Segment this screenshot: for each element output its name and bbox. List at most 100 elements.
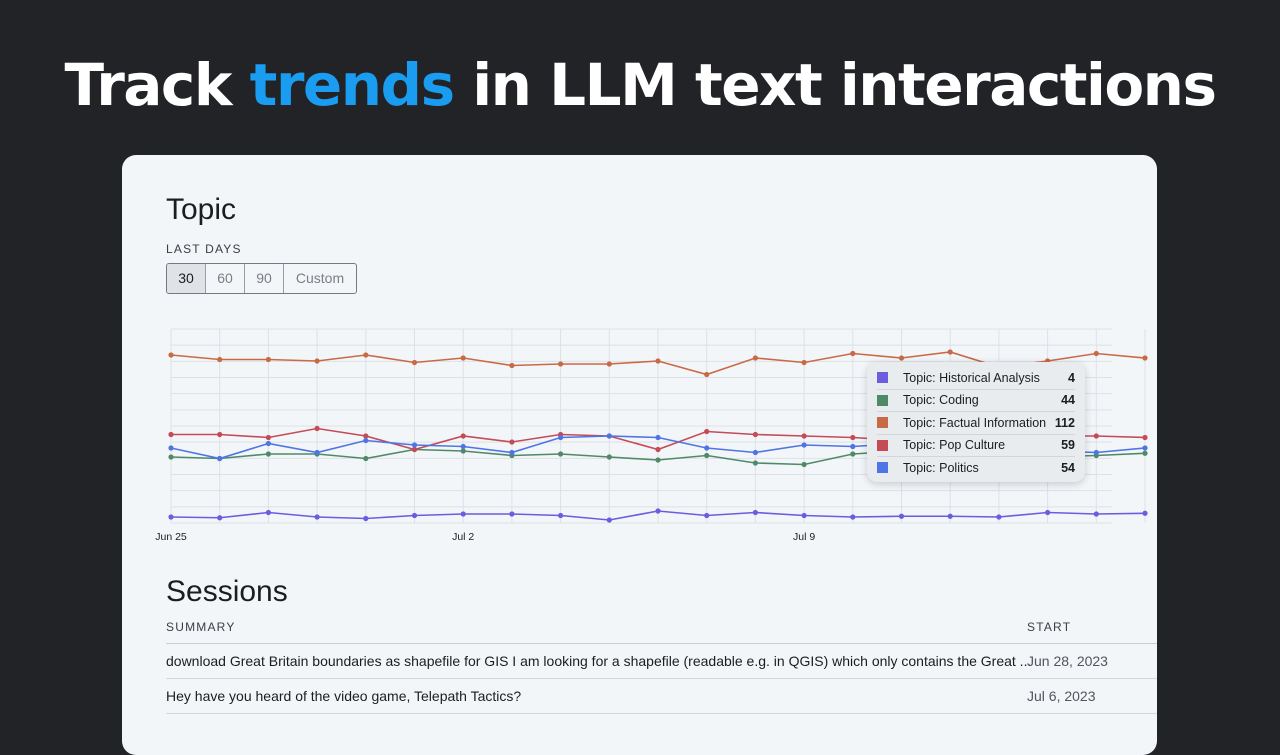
data-point	[265, 440, 271, 447]
data-point	[606, 361, 612, 367]
tooltip-label: Topic: Pop Culture	[903, 438, 1006, 453]
tooltip-value: 4	[1068, 370, 1075, 385]
data-point	[655, 358, 661, 364]
data-point	[558, 434, 564, 441]
data-point	[265, 356, 271, 363]
data-point	[850, 451, 856, 457]
data-point	[217, 356, 223, 363]
sessions-table: SUMMARY START download Great Britain bou…	[166, 615, 1157, 714]
data-point	[509, 511, 515, 517]
tooltip-label: Topic: Historical Analysis	[903, 370, 1040, 385]
tooltip-label: Topic: Factual Information	[903, 415, 1047, 430]
data-point	[265, 509, 271, 516]
data-point	[217, 431, 223, 438]
data-point	[314, 449, 320, 456]
data-point	[898, 513, 905, 519]
data-point	[850, 443, 856, 450]
tooltip-value: 44	[1061, 393, 1075, 408]
data-point	[655, 508, 661, 514]
tooltip-value: 54	[1061, 460, 1075, 475]
data-point	[752, 355, 759, 361]
data-point	[655, 434, 661, 441]
headline: Track trends in LLM text interactions	[0, 50, 1280, 120]
data-point	[1142, 450, 1148, 456]
data-point	[460, 511, 466, 517]
sessions-title: Sessions	[166, 575, 288, 608]
summary-column-header[interactable]: SUMMARY	[166, 620, 236, 634]
last-days-label: LAST DAYS	[166, 242, 242, 256]
range-custom-button[interactable]: Custom	[295, 270, 345, 286]
tooltip-value: 59	[1061, 438, 1075, 453]
data-point	[265, 451, 271, 457]
data-point	[217, 515, 223, 521]
data-point	[363, 437, 369, 444]
data-point	[509, 449, 515, 456]
session-summary: Hey have you heard of the video game, Te…	[166, 688, 522, 704]
data-point	[655, 446, 661, 453]
data-point	[1093, 433, 1099, 439]
tooltip-swatch	[877, 394, 888, 406]
topic-title: Topic	[166, 193, 237, 226]
start-column-header[interactable]: START	[1027, 620, 1072, 634]
tooltip-row: Topic: Coding 44	[877, 390, 1075, 412]
range-30-button[interactable]: 30	[167, 264, 206, 293]
data-point	[752, 509, 759, 516]
data-point	[996, 514, 1002, 520]
data-point	[1093, 350, 1099, 357]
tooltip-label: Topic: Coding	[903, 393, 979, 408]
data-point	[411, 359, 418, 366]
data-point	[509, 362, 515, 369]
tooltip-swatch	[877, 462, 888, 474]
chart-x-ticks: Jun 25 Jul 2 Jul 9	[155, 531, 815, 543]
tooltip-row: Topic: Pop Culture 59	[877, 435, 1075, 457]
data-point	[460, 433, 466, 439]
data-point	[801, 512, 807, 519]
data-point	[509, 439, 515, 445]
data-point	[168, 352, 174, 358]
x-tick-label: Jul 9	[793, 531, 815, 543]
data-point	[801, 442, 807, 448]
session-summary: download Great Britain boundaries as sha…	[166, 653, 1032, 669]
data-point	[460, 443, 466, 450]
data-point	[947, 513, 953, 519]
data-point	[801, 359, 807, 366]
data-point	[850, 350, 856, 357]
data-point	[704, 512, 710, 519]
data-point	[606, 517, 612, 523]
data-point	[704, 452, 710, 459]
data-point	[460, 448, 466, 454]
tooltip-value: 112	[1054, 415, 1075, 430]
tooltip-row: Topic: Historical Analysis 4	[877, 367, 1075, 390]
data-point	[411, 446, 418, 453]
data-point	[558, 361, 564, 367]
data-point	[558, 512, 564, 519]
data-point	[363, 352, 369, 358]
data-point	[801, 433, 807, 439]
headline-before: Track	[64, 51, 250, 119]
data-point	[704, 428, 710, 435]
table-row[interactable]: download Great Britain boundaries as sha…	[166, 644, 1157, 679]
data-point	[947, 349, 953, 355]
session-start: Jul 6, 2023	[1027, 688, 1096, 704]
data-point	[363, 455, 369, 462]
data-point	[558, 451, 564, 457]
range-90-button[interactable]: 90	[245, 264, 284, 293]
data-point	[801, 461, 807, 468]
data-point	[752, 431, 759, 438]
data-point	[704, 371, 710, 378]
data-point	[363, 433, 369, 439]
data-point	[606, 433, 612, 439]
headline-after: in LLM text interactions	[453, 51, 1217, 119]
tooltip-swatch	[877, 417, 888, 429]
range-selector: 30 60 90 Custom	[166, 263, 357, 294]
data-point	[363, 515, 369, 522]
data-point	[314, 358, 320, 364]
table-row[interactable]: Hey have you heard of the video game, Te…	[166, 679, 1157, 714]
data-point	[168, 514, 174, 520]
data-point	[1142, 434, 1148, 441]
tooltip-swatch	[877, 439, 888, 451]
headline-accent: trends	[249, 51, 456, 119]
range-60-button[interactable]: 60	[206, 264, 245, 293]
x-tick-label: Jun 25	[155, 531, 187, 543]
data-point	[314, 425, 320, 432]
